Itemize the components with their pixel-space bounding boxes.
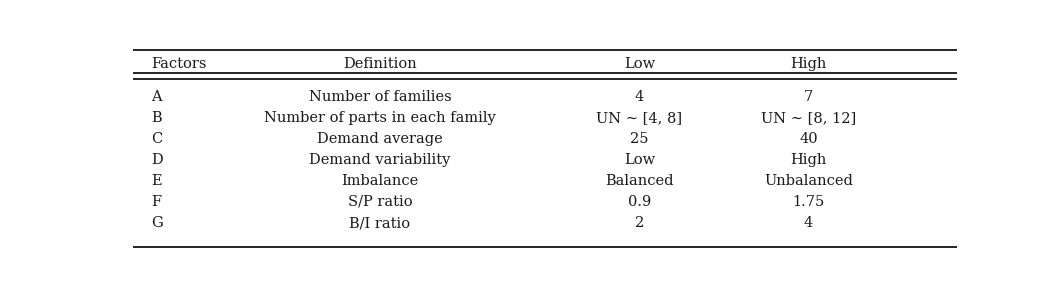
Text: Unbalanced: Unbalanced bbox=[764, 174, 853, 188]
Text: D: D bbox=[151, 153, 163, 167]
Text: B/I ratio: B/I ratio bbox=[350, 216, 410, 230]
Text: F: F bbox=[151, 195, 162, 209]
Text: Factors: Factors bbox=[151, 58, 206, 71]
Text: Low: Low bbox=[624, 58, 655, 71]
Text: 1.75: 1.75 bbox=[792, 195, 825, 209]
Text: Number of parts in each family: Number of parts in each family bbox=[264, 111, 496, 125]
Text: UN ∼ [8, 12]: UN ∼ [8, 12] bbox=[761, 111, 856, 125]
Text: E: E bbox=[151, 174, 162, 188]
Text: C: C bbox=[151, 132, 163, 146]
Text: Low: Low bbox=[624, 153, 655, 167]
Text: 25: 25 bbox=[630, 132, 648, 146]
Text: UN ∼ [4, 8]: UN ∼ [4, 8] bbox=[596, 111, 682, 125]
Text: 4: 4 bbox=[635, 90, 644, 104]
Text: Demand variability: Demand variability bbox=[309, 153, 451, 167]
Text: G: G bbox=[151, 216, 163, 230]
Text: High: High bbox=[790, 58, 827, 71]
Text: 2: 2 bbox=[635, 216, 644, 230]
Text: 4: 4 bbox=[804, 216, 813, 230]
Text: A: A bbox=[151, 90, 162, 104]
Text: S/P ratio: S/P ratio bbox=[348, 195, 412, 209]
Text: Demand average: Demand average bbox=[317, 132, 443, 146]
Text: Balanced: Balanced bbox=[605, 174, 674, 188]
Text: 0.9: 0.9 bbox=[628, 195, 652, 209]
Text: Definition: Definition bbox=[343, 58, 417, 71]
Text: Imbalance: Imbalance bbox=[341, 174, 419, 188]
Text: B: B bbox=[151, 111, 162, 125]
Text: 40: 40 bbox=[799, 132, 817, 146]
Text: 7: 7 bbox=[804, 90, 813, 104]
Text: Number of families: Number of families bbox=[308, 90, 452, 104]
Text: High: High bbox=[790, 153, 827, 167]
